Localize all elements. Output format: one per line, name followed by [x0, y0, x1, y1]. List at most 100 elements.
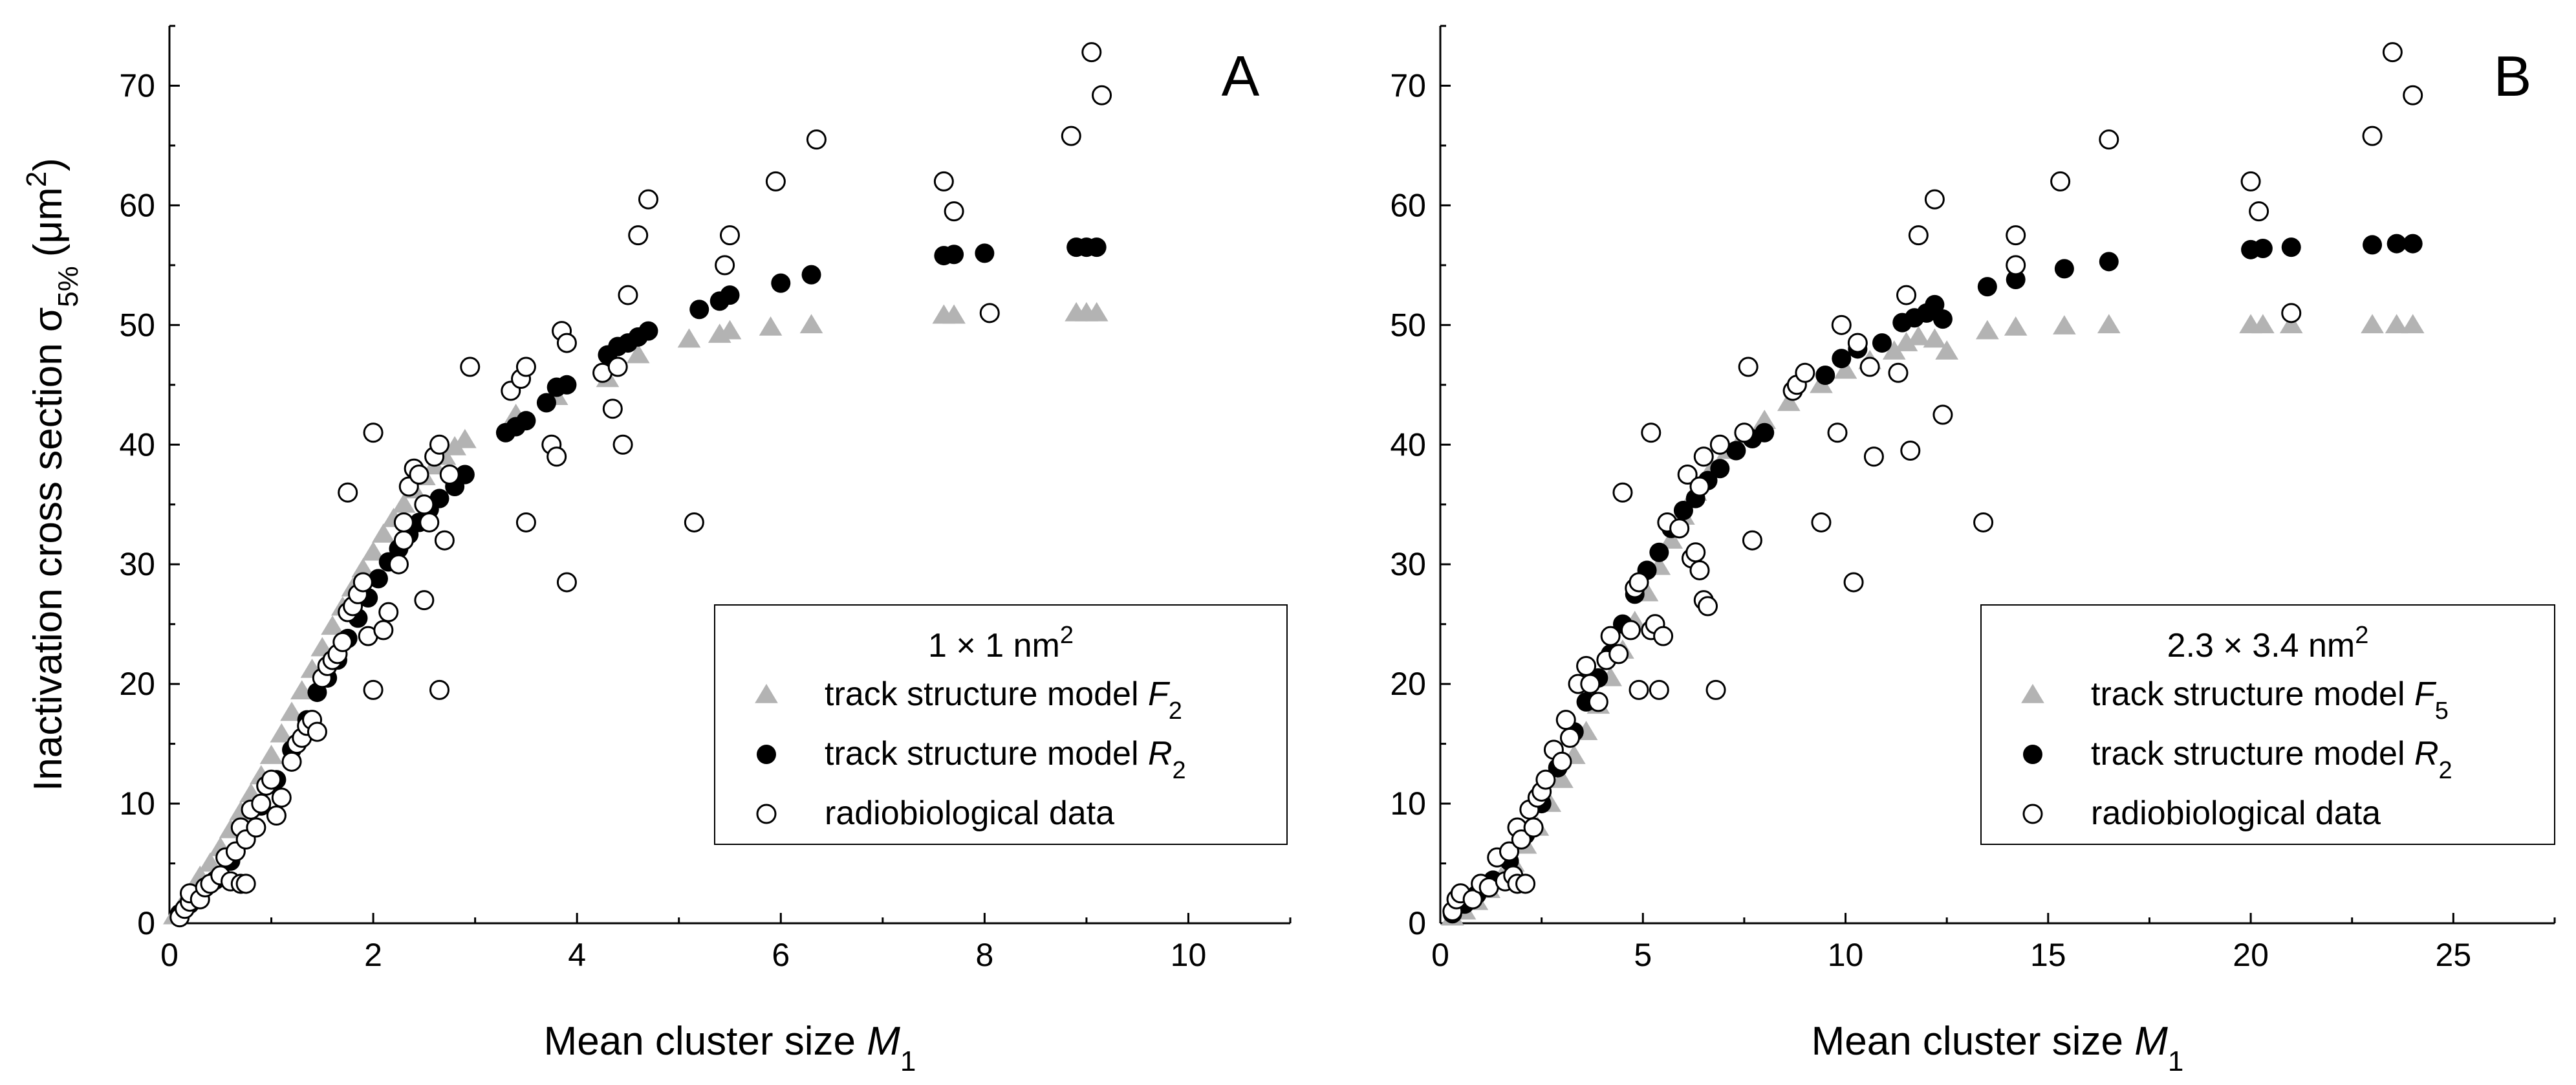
data-point	[267, 807, 285, 825]
x-tick-label: 4	[568, 937, 586, 973]
data-point	[1828, 424, 1846, 442]
data-point	[1694, 448, 1713, 466]
legend-title: 2.3 × 3.4 nm2	[2167, 622, 2369, 664]
data-point	[364, 424, 382, 442]
y-tick-label: 0	[1408, 905, 1426, 941]
data-point	[2250, 203, 2268, 221]
data-point	[1581, 675, 1599, 693]
data-point	[1909, 226, 1927, 245]
data-point	[1650, 681, 1668, 699]
data-point	[1832, 349, 1851, 368]
legend-marker	[2023, 745, 2042, 764]
x-tick-label: 15	[2030, 937, 2066, 973]
data-point	[410, 466, 428, 484]
data-point	[2097, 314, 2121, 333]
data-point	[2253, 239, 2273, 258]
x-tick-label: 20	[2233, 937, 2269, 973]
data-point	[614, 435, 632, 454]
data-point	[685, 513, 703, 531]
data-point	[1557, 711, 1575, 729]
data-point	[1923, 329, 1947, 348]
y-tick-label: 30	[119, 546, 155, 582]
panel-a: 0 2 4 6 8 10010203040506070 A Mean cluster si…	[21, 26, 1291, 1077]
data-point	[807, 131, 825, 149]
data-point	[689, 300, 709, 319]
data-point	[1735, 424, 1753, 442]
data-point	[283, 752, 301, 771]
data-point	[308, 723, 326, 741]
data-point	[374, 621, 393, 639]
figure: 0 2 4 6 8 10010203040506070 A Mean cluster si…	[0, 0, 2576, 1085]
data-point	[2053, 315, 2076, 334]
y-tick-label: 10	[119, 785, 155, 822]
data-point	[339, 483, 357, 501]
data-point	[247, 818, 265, 837]
data-point	[1630, 681, 1648, 699]
data-point	[2055, 259, 2074, 278]
data-point	[2007, 256, 2025, 274]
data-point	[2099, 252, 2119, 271]
data-point	[1978, 277, 1997, 296]
data-point	[1815, 366, 1835, 385]
legend-marker	[2024, 805, 2042, 823]
data-point	[1083, 43, 1101, 61]
legend-marker	[757, 805, 775, 823]
data-point	[430, 435, 448, 454]
data-point	[557, 334, 576, 352]
data-point	[720, 285, 740, 305]
data-point	[364, 681, 382, 699]
data-point	[945, 203, 963, 221]
data-point	[1898, 286, 1916, 304]
data-point	[380, 603, 398, 621]
data-point	[802, 265, 821, 285]
data-point	[1901, 442, 1920, 460]
data-point	[354, 573, 372, 591]
x-axis-title-a: Mean cluster size M1	[544, 1019, 916, 1077]
data-point	[2100, 131, 2118, 149]
data-point	[1872, 333, 1892, 353]
legend-entry-label: radiobiological data	[825, 795, 1114, 832]
data-point	[759, 316, 783, 336]
legend-a: 1 × 1 nm2track structure model F2track s…	[715, 605, 1287, 844]
data-point	[1687, 543, 1705, 562]
data-point	[1739, 358, 1757, 376]
data-point	[2361, 314, 2384, 333]
x-tick-label: 25	[2436, 937, 2472, 973]
data-point	[516, 411, 536, 430]
data-point	[619, 286, 637, 304]
data-point	[2007, 226, 2025, 245]
data-point	[420, 513, 438, 531]
data-point	[548, 448, 566, 466]
data-point	[603, 400, 622, 418]
x-tick-label: 10	[1828, 937, 1864, 973]
data-point	[430, 681, 448, 699]
data-point	[2282, 304, 2300, 322]
data-point	[1845, 573, 1863, 591]
data-point	[517, 358, 535, 376]
x-tick-label: 6	[772, 937, 790, 973]
y-tick-label: 70	[119, 67, 155, 104]
data-point	[1630, 573, 1648, 591]
y-tick-label: 50	[119, 307, 155, 343]
data-point	[800, 314, 823, 333]
data-point	[272, 789, 290, 807]
data-point	[1711, 435, 1729, 454]
data-point	[1832, 316, 1850, 334]
data-point	[1577, 657, 1596, 675]
data-point	[935, 172, 953, 190]
data-point	[453, 429, 477, 448]
data-point	[1743, 531, 1761, 549]
data-point	[415, 496, 433, 514]
x-tick-label: 2	[364, 937, 382, 973]
data-point	[395, 513, 413, 531]
data-point	[461, 358, 479, 376]
data-point	[2051, 172, 2070, 190]
data-point	[678, 329, 701, 348]
y-tick-label: 70	[1390, 67, 1426, 104]
data-point	[1976, 320, 1999, 340]
data-point	[1601, 627, 1619, 645]
data-point	[2404, 86, 2422, 104]
y-tick-label: 40	[1390, 426, 1426, 463]
data-point	[1589, 693, 1607, 711]
data-point	[629, 226, 647, 245]
